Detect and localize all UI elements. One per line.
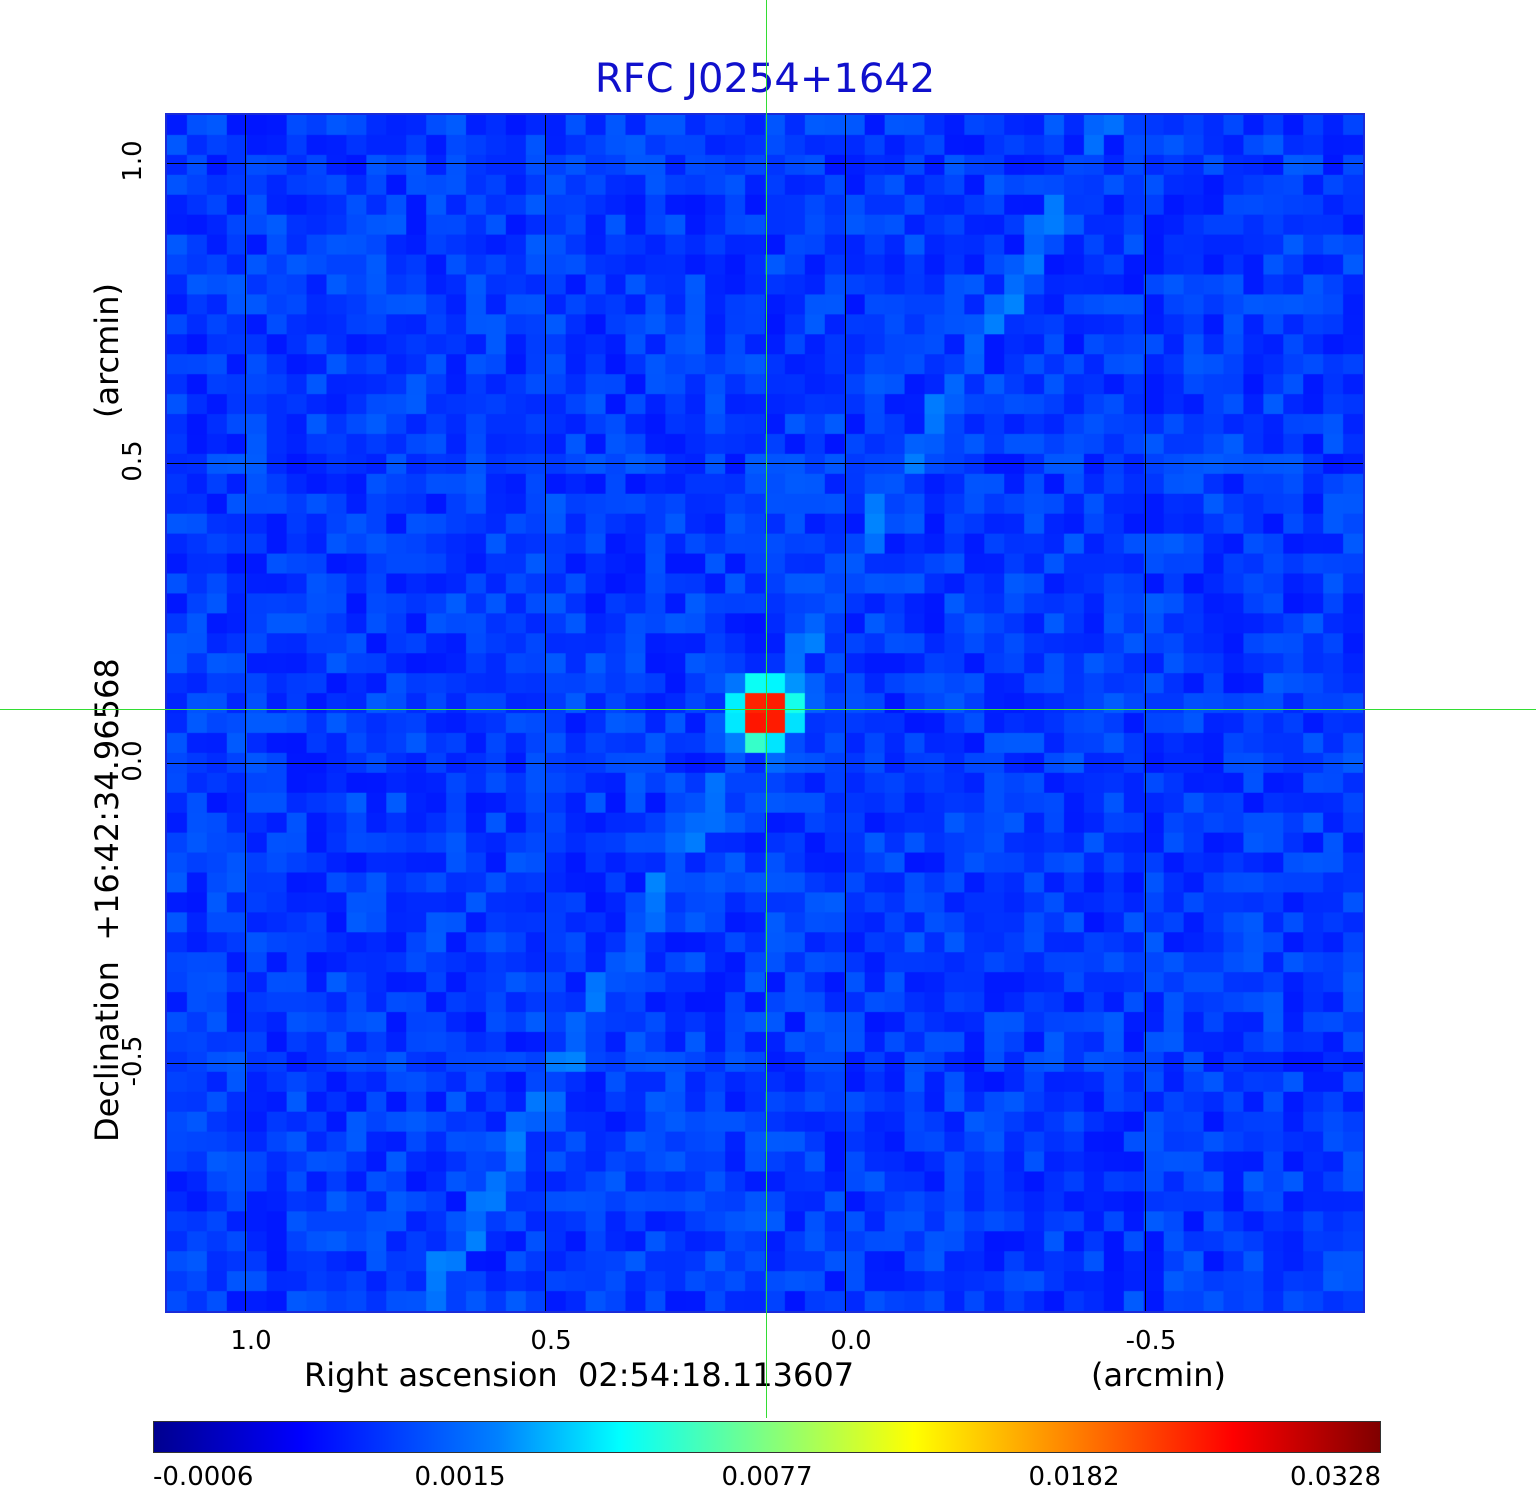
grid-line-x-0 xyxy=(245,115,246,1311)
grid-line-x-2 xyxy=(845,115,846,1311)
y-axis-label: Declination +16:42:34.96568 xyxy=(88,658,126,1142)
colorbar-tick-label: 0.0182 xyxy=(1028,1462,1120,1492)
colorbar-tick-label: 0.0077 xyxy=(721,1462,813,1492)
x-tick-label: 0.5 xyxy=(530,1326,572,1356)
y-tick-label: 0.5 xyxy=(118,440,148,482)
intensity-map xyxy=(167,115,1363,1311)
grid-line-x-1 xyxy=(545,115,546,1311)
grid-line-y-2 xyxy=(167,763,1363,764)
x-tick-label: 0.0 xyxy=(830,1326,872,1356)
y-tick-label: 1.0 xyxy=(118,140,148,182)
x-axis-unit: (arcmin) xyxy=(1091,1356,1226,1394)
colorbar xyxy=(153,1421,1381,1453)
grid-line-y-0 xyxy=(167,163,1363,164)
grid-line-x-3 xyxy=(1145,115,1146,1311)
x-tick-label: -0.5 xyxy=(1125,1326,1177,1356)
colorbar-tick-label: 0.0328 xyxy=(1290,1462,1381,1492)
grid-line-y-3 xyxy=(167,1063,1363,1064)
chart-title: RFC J0254+1642 xyxy=(594,56,936,102)
x-axis-label: Right ascension 02:54:18.113607 xyxy=(304,1356,855,1394)
crosshair-horizontal xyxy=(0,709,1536,710)
x-tick-label: 1.0 xyxy=(230,1326,272,1356)
plot-area xyxy=(165,113,1365,1313)
y-axis-unit: (arcmin) xyxy=(88,283,126,418)
grid-line-y-1 xyxy=(167,463,1363,464)
colorbar-tick-label: 0.0015 xyxy=(414,1462,506,1492)
colorbar-tick-label: -0.0006 xyxy=(153,1462,254,1492)
